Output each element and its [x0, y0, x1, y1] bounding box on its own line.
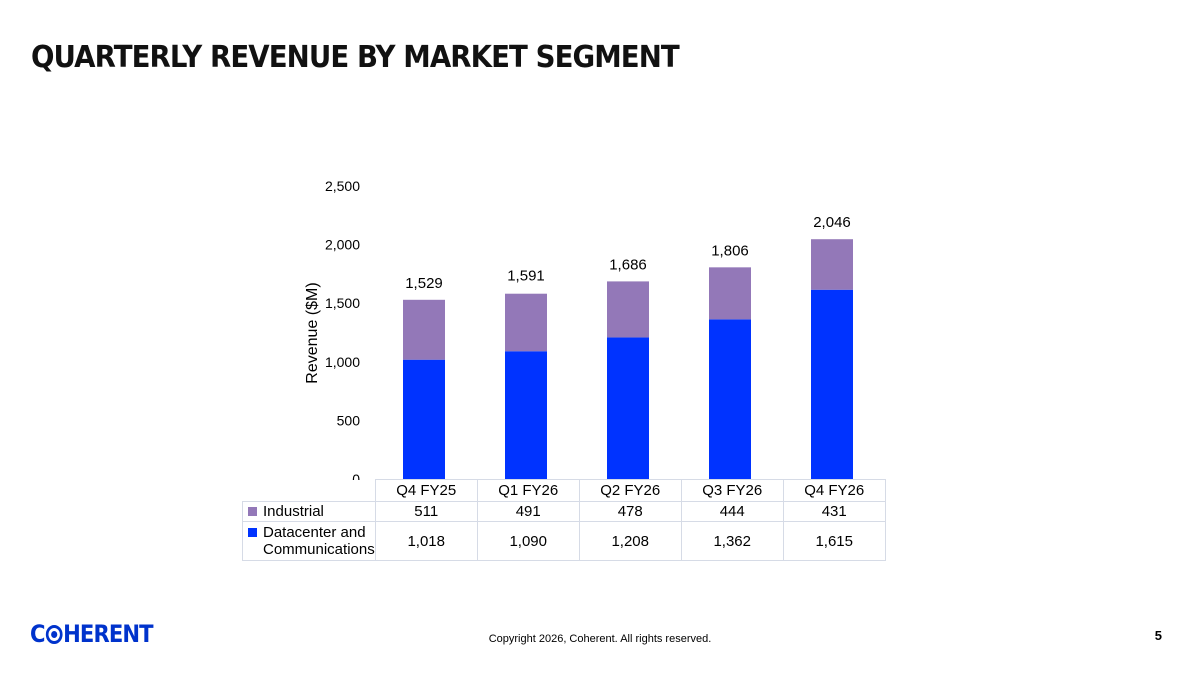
bar-segment-datacenter: [607, 337, 649, 479]
row-header-datacenter: Datacenter and Communications: [242, 521, 376, 561]
y-tick-label: 2,000: [325, 237, 360, 253]
table-cell: 511: [374, 501, 478, 522]
total-data-label: 1,806: [711, 242, 749, 259]
data-table: Q4 FY25 Q1 FY26 Q2 FY26 Q3 FY26 Q4 FY26 …: [242, 479, 886, 561]
logo-text-right: HERENT: [63, 620, 153, 648]
bar-segment-industrial: [709, 267, 751, 320]
slide-title: QUARTERLY REVENUE BY MARKET SEGMENT: [31, 40, 680, 75]
table-cell: 478: [578, 501, 682, 522]
table-cell: 1,615: [782, 521, 886, 561]
category-label: Q4 FY26: [782, 479, 886, 502]
bar-segment-datacenter: [709, 319, 751, 479]
table-cell: 1,362: [680, 521, 784, 561]
table-cell: 1,018: [374, 521, 478, 561]
bar-segment-datacenter: [403, 359, 445, 479]
bar-segment-industrial: [607, 281, 649, 338]
table-row-industrial: Industrial 511 491 478 444 431: [242, 501, 886, 522]
total-data-label: 1,529: [405, 275, 443, 292]
category-label: Q4 FY25: [374, 479, 478, 502]
bar-segment-industrial: [811, 239, 853, 290]
bar-segment-datacenter: [811, 289, 853, 479]
logo-globe-icon: [45, 624, 63, 644]
category-header-row: Q4 FY25 Q1 FY26 Q2 FY26 Q3 FY26 Q4 FY26: [242, 479, 886, 502]
copyright-notice: Copyright 2026, Coherent. All rights res…: [488, 633, 712, 645]
y-axis-label: Revenue ($M): [304, 282, 321, 383]
table-cell: 444: [680, 501, 784, 522]
bar-segment-datacenter: [505, 351, 547, 479]
row-label-line2: Communications: [263, 541, 375, 558]
legend-swatch-industrial: [248, 507, 257, 516]
category-label: Q2 FY26: [578, 479, 682, 502]
y-tick-label: 1,000: [325, 354, 360, 370]
row-label-line1: Datacenter and: [263, 524, 366, 541]
table-row-datacenter: Datacenter and Communications 1,018 1,090…: [242, 521, 886, 561]
category-label: Q3 FY26: [680, 479, 784, 502]
y-tick-label: 1,500: [325, 295, 360, 311]
y-tick-label: 0: [352, 471, 360, 480]
table-cell: 431: [782, 501, 886, 522]
stacked-bar-chart: 0 500 1,000 1,500 2,000 2,500 1,529 1,591 1,686…: [304, 178, 853, 480]
table-cell: 1,090: [476, 521, 580, 561]
total-data-label: 1,591: [507, 268, 545, 285]
bar-segment-industrial: [403, 299, 445, 360]
coherent-logo: C HERENT: [30, 620, 154, 648]
table-cell: 1,208: [578, 521, 682, 561]
table-cell: 491: [476, 501, 580, 522]
category-label: Q1 FY26: [476, 479, 580, 502]
legend-swatch-datacenter: [248, 528, 257, 537]
row-header-industrial: Industrial: [242, 501, 376, 522]
bar-segment-industrial: [505, 293, 547, 352]
row-label: Industrial: [263, 503, 324, 520]
page-number: 5: [1154, 628, 1162, 643]
y-tick-label: 2,500: [325, 178, 360, 194]
total-data-label: 2,046: [813, 214, 851, 231]
total-data-label: 1,686: [609, 256, 647, 273]
logo-text-left: C: [30, 620, 45, 648]
y-tick-label: 500: [337, 412, 361, 428]
